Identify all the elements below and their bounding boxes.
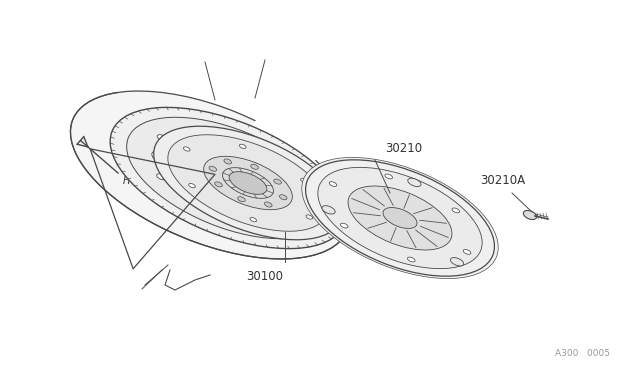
Ellipse shape: [452, 208, 460, 213]
Ellipse shape: [237, 197, 245, 202]
Text: 30100: 30100: [246, 270, 284, 283]
Text: 30210: 30210: [385, 142, 422, 155]
Ellipse shape: [408, 257, 415, 262]
Ellipse shape: [127, 117, 330, 239]
Ellipse shape: [329, 182, 337, 186]
Ellipse shape: [463, 250, 471, 254]
Ellipse shape: [157, 174, 166, 180]
Ellipse shape: [250, 218, 257, 222]
Ellipse shape: [318, 167, 482, 269]
Ellipse shape: [214, 182, 222, 187]
Ellipse shape: [239, 144, 246, 148]
Ellipse shape: [204, 156, 292, 210]
Ellipse shape: [290, 176, 300, 182]
Ellipse shape: [322, 206, 335, 214]
Ellipse shape: [209, 166, 216, 171]
Ellipse shape: [305, 160, 495, 276]
Ellipse shape: [157, 135, 166, 141]
Ellipse shape: [385, 174, 392, 179]
Text: A300   0005: A300 0005: [555, 349, 610, 358]
Ellipse shape: [168, 135, 328, 231]
Ellipse shape: [223, 214, 232, 220]
Ellipse shape: [302, 157, 498, 279]
Ellipse shape: [152, 151, 175, 165]
Ellipse shape: [154, 126, 342, 240]
Ellipse shape: [189, 183, 195, 188]
Ellipse shape: [280, 195, 287, 200]
Ellipse shape: [224, 159, 232, 164]
Ellipse shape: [383, 208, 417, 228]
Ellipse shape: [301, 178, 307, 183]
Ellipse shape: [195, 158, 261, 198]
Ellipse shape: [224, 136, 234, 142]
Ellipse shape: [184, 147, 190, 151]
Ellipse shape: [229, 171, 267, 194]
Ellipse shape: [289, 215, 299, 221]
Text: FRONT: FRONT: [123, 176, 156, 186]
Text: 30210A: 30210A: [480, 174, 525, 187]
Ellipse shape: [524, 211, 537, 219]
Ellipse shape: [408, 178, 421, 187]
Ellipse shape: [70, 91, 349, 259]
Ellipse shape: [264, 202, 272, 207]
Ellipse shape: [306, 215, 312, 219]
Ellipse shape: [251, 164, 259, 169]
Ellipse shape: [110, 108, 346, 248]
Ellipse shape: [252, 112, 328, 168]
Ellipse shape: [348, 186, 452, 250]
Ellipse shape: [274, 179, 282, 184]
Ellipse shape: [340, 223, 348, 228]
Ellipse shape: [451, 257, 463, 266]
